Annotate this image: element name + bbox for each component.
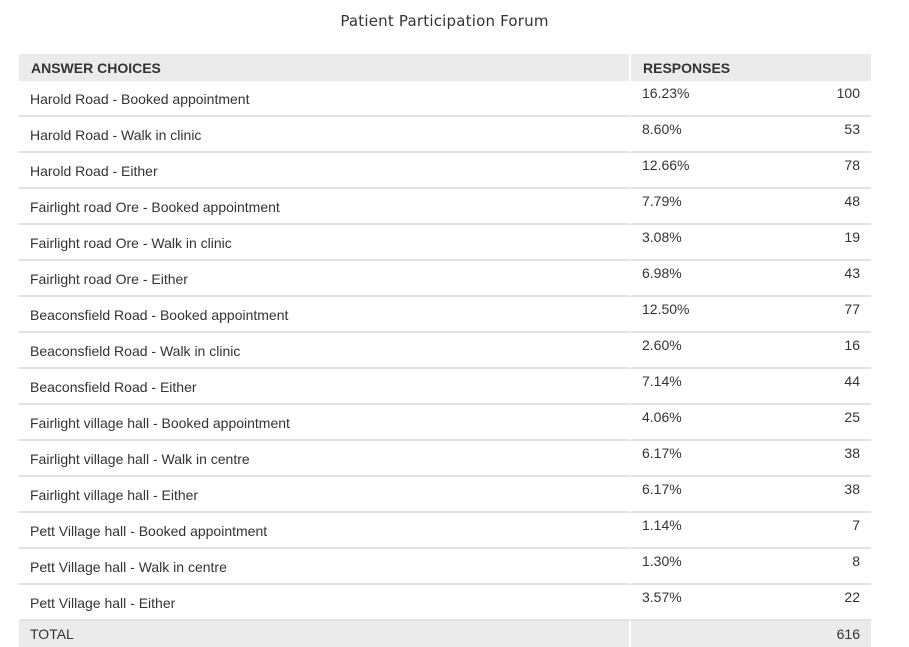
table-row: Harold Road - Either 12.66% 78 [19,153,871,189]
answer-choice: Pett Village hall - Walk in centre [19,549,629,585]
answer-choice: Harold Road - Either [19,153,629,189]
table-row: Pett Village hall - Either 3.57% 22 [19,585,871,621]
answer-choice: Fairlight road Ore - Booked appointment [19,189,629,225]
response-percent: 6.17% [629,477,749,513]
table-row: Fairlight village hall - Walk in centre 6… [19,441,871,477]
response-percent: 2.60% [629,333,749,369]
response-count: 53 [749,117,871,153]
table-row: Harold Road - Booked appointment 16.23% 10… [19,81,871,117]
response-percent: 6.17% [629,441,749,477]
table-row: Beaconsfield Road - Walk in clinic 2.60% 1… [19,333,871,369]
answer-choice: Beaconsfield Road - Booked appointment [19,297,629,333]
responses-header: RESPONSES [629,54,871,81]
page-title: Patient Participation Forum [340,12,549,30]
response-percent: 3.08% [629,225,749,261]
response-count: 38 [749,441,871,477]
answer-choice: Fairlight road Ore - Either [19,261,629,297]
response-count: 43 [749,261,871,297]
response-count: 44 [749,369,871,405]
answer-choice: Pett Village hall - Booked appointment [19,513,629,549]
response-count: 48 [749,189,871,225]
table-row: Fairlight road Ore - Walk in clinic 3.08%… [19,225,871,261]
response-percent: 7.14% [629,369,749,405]
table-row: Pett Village hall - Booked appointment 1.… [19,513,871,549]
table-row: Beaconsfield Road - Either 7.14% 44 [19,369,871,405]
answer-choice: Beaconsfield Road - Walk in clinic [19,333,629,369]
response-count: 25 [749,405,871,441]
table-row: Beaconsfield Road - Booked appointment 12… [19,297,871,333]
answer-choices-header: ANSWER CHOICES [19,54,629,81]
response-count: 8 [749,549,871,585]
response-percent: 1.30% [629,549,749,585]
response-percent: 12.66% [629,153,749,189]
answer-choice: Fairlight village hall - Walk in centre [19,441,629,477]
table-row: Fairlight village hall - Either 6.17% 38 [19,477,871,513]
response-percent: 1.14% [629,513,749,549]
answer-choice: Pett Village hall - Either [19,585,629,621]
response-percent: 7.79% [629,189,749,225]
answer-choice: Fairlight road Ore - Walk in clinic [19,225,629,261]
response-count: 22 [749,585,871,621]
response-count: 78 [749,153,871,189]
response-percent: 4.06% [629,405,749,441]
response-percent: 16.23% [629,81,749,117]
results-table: ANSWER CHOICES RESPONSES Harold Road - B… [19,54,871,647]
response-percent: 8.60% [629,117,749,153]
answer-choice: Harold Road - Walk in clinic [19,117,629,153]
answer-choice: Beaconsfield Road - Either [19,369,629,405]
table-header-row: ANSWER CHOICES RESPONSES [19,54,871,81]
response-count: 19 [749,225,871,261]
response-percent: 12.50% [629,297,749,333]
table-row: Pett Village hall - Walk in centre 1.30% 8 [19,549,871,585]
table-row: Fairlight road Ore - Booked appointment 7… [19,189,871,225]
results-body: Harold Road - Booked appointment 16.23% 10… [19,81,871,621]
response-percent: 6.98% [629,261,749,297]
response-count: 77 [749,297,871,333]
table-row: Fairlight road Ore - Either 6.98% 43 [19,261,871,297]
response-count: 100 [749,81,871,117]
response-count: 38 [749,477,871,513]
answer-choice: Fairlight village hall - Booked appointm… [19,405,629,441]
response-count: 7 [749,513,871,549]
table-row: Harold Road - Walk in clinic 8.60% 53 [19,117,871,153]
answer-choice: Harold Road - Booked appointment [19,81,629,117]
response-percent: 3.57% [629,585,749,621]
answer-choice: Fairlight village hall - Either [19,477,629,513]
response-count: 16 [749,333,871,369]
table-row: Fairlight village hall - Booked appointm… [19,405,871,441]
